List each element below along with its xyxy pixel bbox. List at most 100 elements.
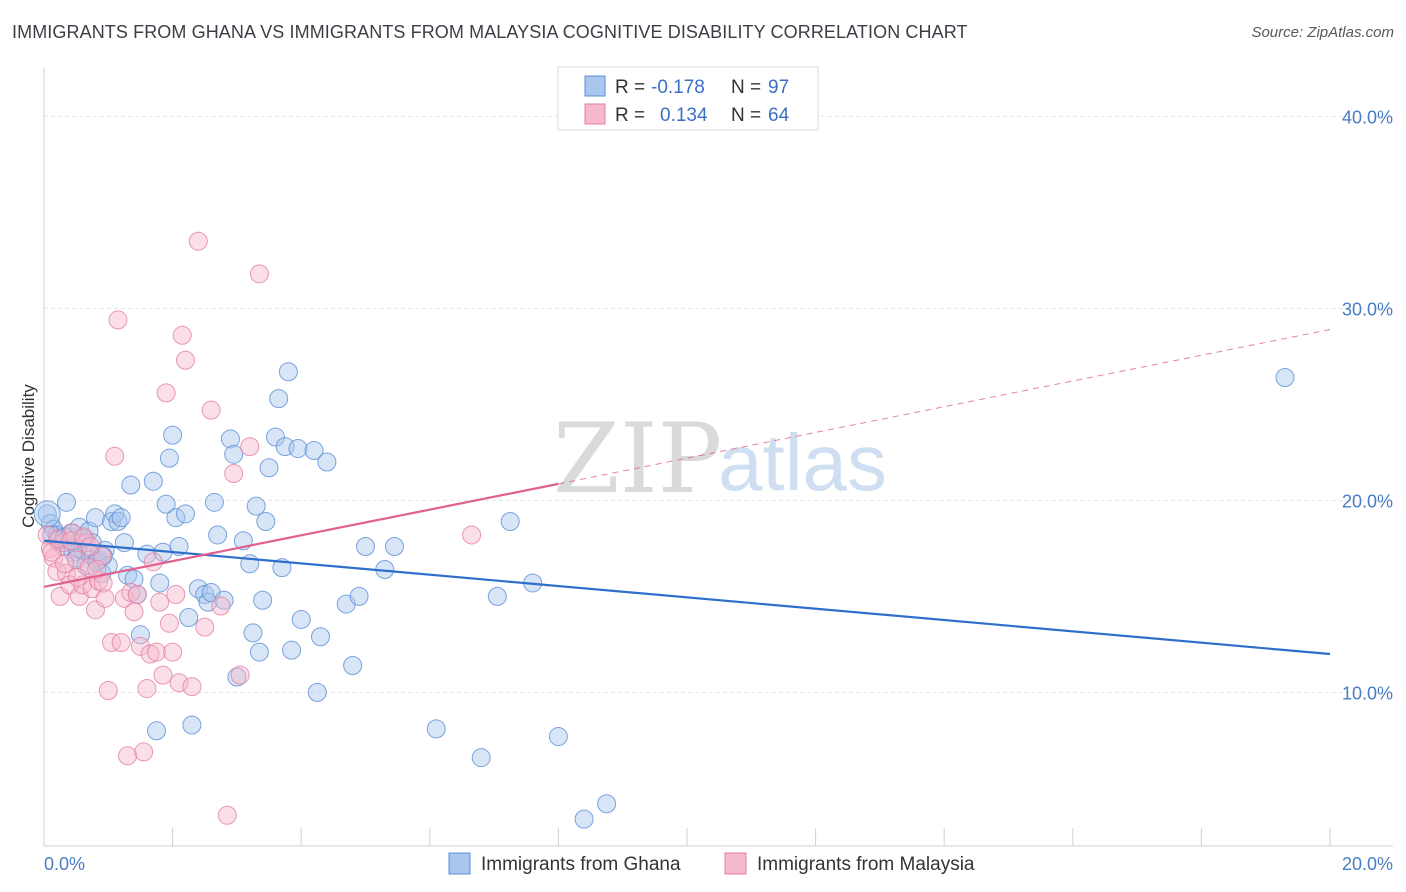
point-ghana-82 bbox=[500, 512, 520, 532]
point-ghana-23 bbox=[111, 508, 131, 528]
bottom-legend-swatch-malaysia bbox=[724, 852, 747, 875]
point-ghana-41 bbox=[179, 608, 199, 628]
point-ghana-31 bbox=[143, 471, 163, 491]
trend-line-ghana bbox=[43, 539, 1331, 656]
point-ghana-15 bbox=[85, 508, 105, 528]
point-ghana-32 bbox=[147, 721, 167, 741]
series-legend: Immigrants from Ghana Immigrants from Ma… bbox=[448, 852, 975, 875]
point-ghana-79 bbox=[426, 719, 446, 739]
point-ghana-76 bbox=[356, 536, 375, 556]
point-malaysia-25 bbox=[118, 746, 138, 766]
point-ghana-59 bbox=[256, 512, 276, 532]
point-ghana-57 bbox=[249, 642, 269, 662]
x-tick-labels: 0.0% 20.0% bbox=[44, 854, 1393, 874]
x-tick-label-1: 20.0% bbox=[1342, 854, 1393, 874]
bottom-legend-malaysia: Immigrants from Malaysia bbox=[757, 854, 975, 875]
point-malaysia-19 bbox=[98, 680, 118, 700]
point-ghana-80 bbox=[471, 748, 491, 768]
chart-title: IMMIGRANTS FROM GHANA VS IMMIGRANTS FROM… bbox=[12, 22, 968, 42]
point-malaysia-51 bbox=[230, 665, 250, 685]
point-malaysia-14 bbox=[82, 579, 102, 599]
point-malaysia-34 bbox=[147, 642, 167, 662]
point-ghana-81 bbox=[487, 586, 507, 606]
point-malaysia-33 bbox=[143, 552, 163, 572]
point-ghana-48 bbox=[208, 525, 228, 545]
bottom-legend-ghana: Immigrants from Ghana bbox=[481, 854, 681, 875]
y-tick-label-2: 30.0% bbox=[1342, 299, 1393, 319]
point-malaysia-8 bbox=[63, 523, 83, 543]
x-tick-label-0: 0.0% bbox=[44, 854, 85, 874]
point-malaysia-32 bbox=[140, 644, 160, 664]
point-malaysia-36 bbox=[153, 665, 173, 685]
point-ghana-58 bbox=[253, 590, 273, 610]
point-malaysia-45 bbox=[188, 231, 208, 251]
point-malaysia-58 bbox=[61, 531, 81, 551]
point-ghana-78 bbox=[384, 536, 404, 556]
point-malaysia-49 bbox=[217, 805, 237, 825]
point-malaysia-47 bbox=[201, 400, 221, 420]
point-ghana-61 bbox=[265, 427, 285, 447]
axes bbox=[43, 68, 1393, 847]
point-ghana-85 bbox=[574, 809, 594, 829]
point-malaysia-39 bbox=[163, 642, 183, 662]
legend-malaysia-r-value: 0.134 bbox=[660, 105, 708, 126]
bottom-legend-swatch-ghana bbox=[448, 852, 471, 875]
series-ghana-points bbox=[33, 362, 1295, 829]
point-ghana-51 bbox=[224, 444, 244, 464]
point-ghana-68 bbox=[291, 609, 311, 629]
legend-malaysia-n-value: 64 bbox=[768, 105, 790, 126]
point-ghana-86 bbox=[597, 794, 617, 814]
point-malaysia-46 bbox=[195, 617, 215, 637]
point-malaysia-37 bbox=[156, 383, 176, 403]
correlation-legend: R = -0.178 N = 97 R = 0.134 N = 64 bbox=[557, 66, 819, 131]
legend-ghana-n-label: N = bbox=[731, 77, 761, 98]
point-malaysia-42 bbox=[172, 325, 192, 345]
point-ghana-66 bbox=[282, 640, 302, 660]
trend-lines bbox=[43, 329, 1331, 656]
point-ghana-70 bbox=[307, 682, 327, 702]
point-malaysia-30 bbox=[134, 742, 154, 762]
point-malaysia-26 bbox=[121, 583, 141, 603]
point-malaysia-28 bbox=[127, 584, 147, 604]
point-malaysia-53 bbox=[249, 264, 269, 284]
point-malaysia-48 bbox=[211, 596, 231, 616]
point-ghana-38 bbox=[166, 508, 186, 528]
point-malaysia-35 bbox=[150, 592, 170, 612]
point-malaysia-50 bbox=[224, 464, 244, 484]
point-ghana-22 bbox=[108, 512, 128, 532]
point-malaysia-20 bbox=[102, 632, 122, 652]
point-ghana-35 bbox=[156, 494, 176, 514]
point-malaysia-22 bbox=[108, 310, 128, 330]
point-ghana-67 bbox=[288, 439, 308, 459]
point-ghana-55 bbox=[243, 623, 263, 643]
point-malaysia-18 bbox=[95, 588, 115, 608]
series-malaysia-points bbox=[37, 231, 482, 825]
y-tick-label-1: 20.0% bbox=[1342, 491, 1393, 511]
point-malaysia-59 bbox=[67, 567, 87, 587]
trend-line-malaysia-solid bbox=[43, 482, 559, 588]
point-malaysia-38 bbox=[159, 613, 179, 633]
point-malaysia-43 bbox=[175, 350, 195, 370]
point-ghana-26 bbox=[121, 475, 141, 495]
point-ghana-36 bbox=[159, 448, 179, 468]
point-ghana-37 bbox=[163, 425, 183, 445]
legend-ghana-n-value: 97 bbox=[768, 77, 789, 98]
y-tick-label-0: 10.0% bbox=[1342, 683, 1393, 703]
point-ghana-6 bbox=[57, 492, 77, 512]
point-ghana-cluster bbox=[33, 500, 61, 528]
point-malaysia-61 bbox=[80, 536, 100, 556]
point-malaysia-27 bbox=[124, 602, 144, 622]
legend-swatch-ghana bbox=[584, 75, 606, 97]
point-ghana-84 bbox=[548, 727, 568, 747]
point-malaysia-54 bbox=[462, 525, 482, 545]
point-ghana-87 bbox=[1275, 368, 1295, 388]
point-ghana-40 bbox=[175, 504, 195, 524]
point-ghana-20 bbox=[102, 512, 122, 532]
legend-swatch-malaysia bbox=[584, 103, 606, 125]
watermark: ZIP atlas bbox=[553, 403, 887, 515]
point-ghana-50 bbox=[220, 429, 240, 449]
point-ghana-42 bbox=[182, 715, 202, 735]
legend-malaysia-n-label: N = bbox=[731, 105, 761, 126]
point-ghana-75 bbox=[349, 586, 369, 606]
